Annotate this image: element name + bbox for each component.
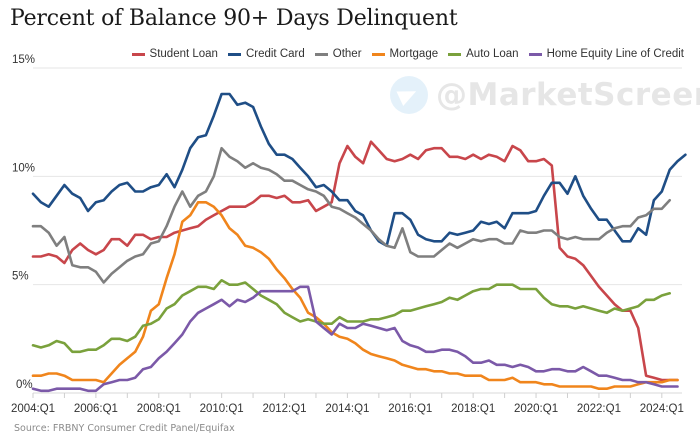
x-tick-label: 2006:Q1 [74,403,118,415]
series-line-other [31,146,672,284]
x-tick-label: 2024:Q1 [640,403,684,415]
legend-item: Other [314,48,362,60]
series-line-home-equity-line-of-credit [31,285,679,393]
series-line-credit-card [31,92,687,247]
legend-item: Student Loan [131,48,218,60]
chart-legend: Student Loan Credit Card Other Mortgage Auto… [131,48,684,60]
y-tick-label: 15% [12,54,35,66]
legend-label: Home Equity Line of Credit [546,48,684,60]
series-line-mortgage [31,201,679,391]
x-tick-label: 2022:Q1 [577,403,621,415]
series-lines [31,92,687,393]
x-tick-label: 2004:Q1 [11,403,55,415]
legend-item: Mortgage [371,48,439,60]
legend-label: Credit Card [245,48,305,60]
legend-label: Other [332,48,362,60]
source-note: Source: FRBNY Consumer Credit Panel/Equi… [14,423,235,434]
legend-label: Mortgage [389,48,439,60]
x-tick-label: 2008:Q1 [137,403,181,415]
legend-item: Credit Card [227,48,305,60]
legend-swatch [314,52,328,56]
x-tick-label: 2012:Q1 [262,403,306,415]
legend-swatch [227,52,241,56]
legend-label: Auto Loan [466,48,519,60]
legend-swatch [371,52,385,56]
legend-swatch [131,52,145,56]
legend-label: Student Loan [149,48,218,60]
x-tick-label: 2016:Q1 [388,403,432,415]
series-line-auto-loan [31,278,672,354]
x-tick-label: 2010:Q1 [200,403,244,415]
legend-swatch [448,52,462,56]
legend-swatch [528,52,542,56]
x-axis: 2004:Q1 2006:Q1 2008:Q1 2010:Q1 2012:Q1 2014:… [11,393,684,415]
y-tick-label: 0% [16,379,33,391]
legend-item: Auto Loan [448,48,519,60]
x-tick-label: 2014:Q1 [325,403,369,415]
gridlines [33,67,682,394]
x-tick-label: 2020:Q1 [514,403,558,415]
chart-title: Percent of Balance 90+ Days Delinquent [10,6,458,31]
y-axis-ticks: 0% 5% 10% 15% [12,54,35,391]
x-tick-label: 2018:Q1 [451,403,495,415]
y-tick-label: 10% [12,162,35,174]
y-tick-label: 5% [12,271,29,283]
legend-item: Home Equity Line of Credit [528,48,684,60]
series-line-student-loan [31,140,679,382]
